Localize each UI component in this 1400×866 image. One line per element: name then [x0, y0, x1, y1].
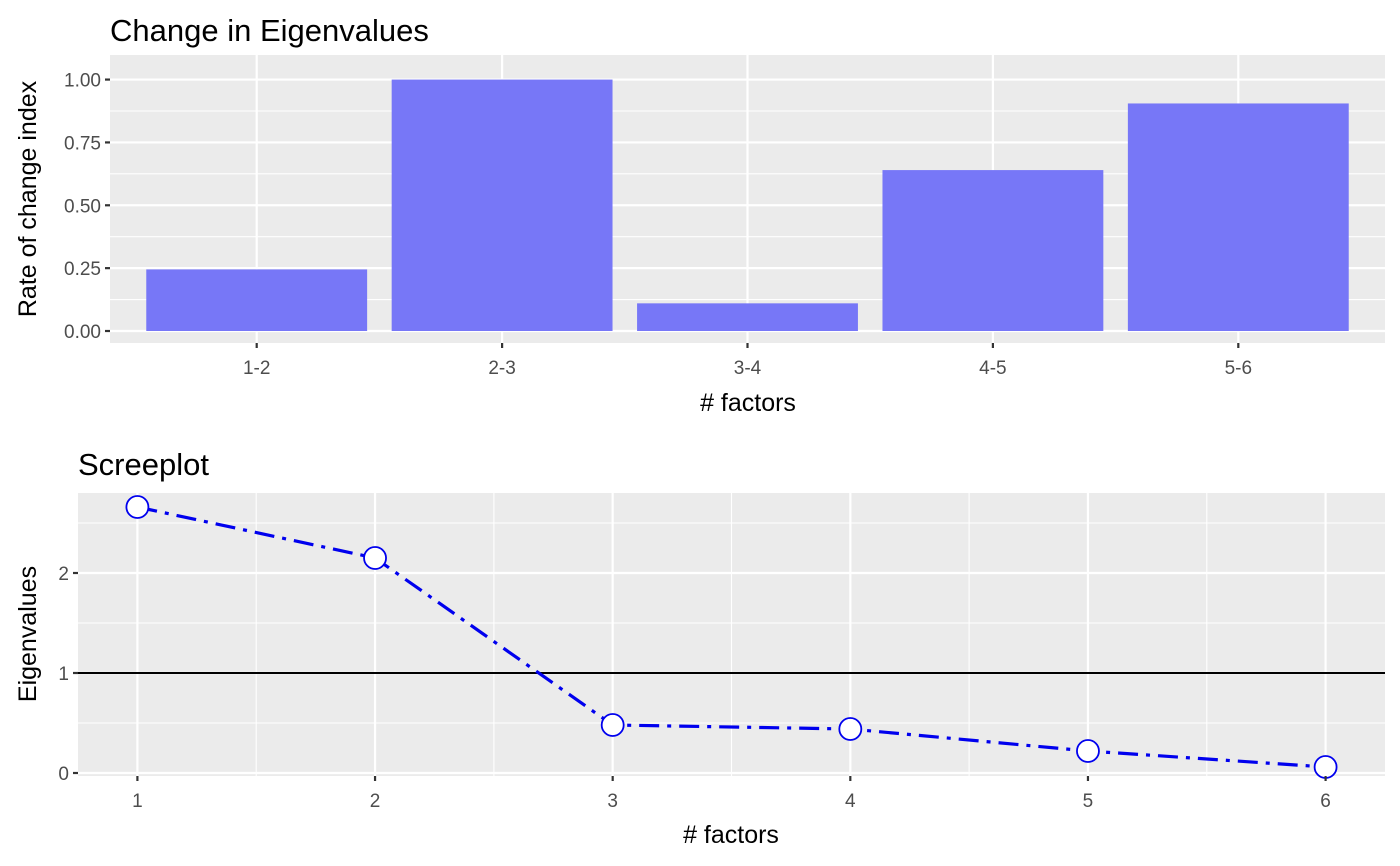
scree-point-6 [1313, 755, 1338, 779]
scree-point-1 [125, 495, 150, 519]
scree-chart-y-ticks: 0 1 2 [58, 564, 78, 785]
bar-chart-y-axis-title: Rate of change index [14, 80, 42, 317]
scree-point-5 [1076, 739, 1100, 763]
scree-chart-title: Screeplot [78, 447, 209, 482]
bar-chart-x-ticks: 1-2 2-3 3-4 4-5 5-6 [243, 343, 1252, 379]
bar-x-tick-label: 1-2 [243, 358, 270, 379]
scree-series-line [137, 505, 1326, 769]
bar-x-tick-label: 3-4 [734, 358, 762, 379]
bar-chart-y-ticks: 0.00 0.25 0.50 0.75 1.00 [64, 71, 110, 343]
scree-y-tick-label: 2 [58, 564, 69, 585]
bar-y-tick-label: 0.50 [64, 196, 101, 217]
scree-chart-y-axis-title: Eigenvalues [14, 566, 42, 702]
scree-chart-x-ticks: 1 2 3 4 5 6 [132, 776, 1331, 812]
bar-y-tick-label: 0.00 [64, 322, 101, 343]
scree-chart-points [125, 495, 1338, 779]
scree-x-tick-label: 5 [1083, 791, 1094, 812]
bar-chart-title: Change in Eigenvalues [110, 13, 429, 48]
bar-1-2 [146, 269, 368, 331]
scree-chart-x-axis-title: # factors [683, 821, 779, 849]
scree-x-tick-label: 3 [607, 791, 618, 812]
scree-point-2 [363, 546, 387, 570]
scree-y-tick-label: 1 [58, 664, 69, 685]
bar-y-tick-label: 1.00 [64, 71, 101, 92]
scree-chart: Screeplot 0 1 2 1 2 3 4 5 6 # factors Eigenvalu… [14, 447, 1385, 849]
bar-x-tick-label: 2-3 [488, 358, 515, 379]
scree-chart-line-group [137, 505, 1326, 769]
bar-chart-bars [146, 79, 1349, 331]
scree-x-tick-label: 4 [845, 791, 856, 812]
scree-point-3 [600, 713, 625, 737]
bar-2-3 [391, 79, 613, 331]
scree-x-tick-label: 6 [1320, 791, 1331, 812]
scree-y-tick-label: 0 [58, 764, 69, 785]
bar-chart: Change in Eigenvalues 0.00 0.25 0.50 0.75 1.… [14, 13, 1385, 417]
bar-y-tick-label: 0.25 [64, 259, 101, 280]
bar-5-6 [1127, 103, 1349, 331]
bar-3-4 [637, 303, 858, 331]
scree-point-4 [838, 717, 863, 741]
bar-x-tick-label: 5-6 [1225, 358, 1252, 379]
bar-y-tick-label: 0.75 [64, 133, 101, 154]
scree-x-tick-label: 2 [370, 791, 381, 812]
scree-x-tick-label: 1 [132, 791, 143, 812]
bar-chart-x-axis-title: # factors [700, 389, 796, 417]
bar-x-tick-label: 4-5 [979, 358, 1006, 379]
bar-4-5 [882, 170, 1104, 331]
